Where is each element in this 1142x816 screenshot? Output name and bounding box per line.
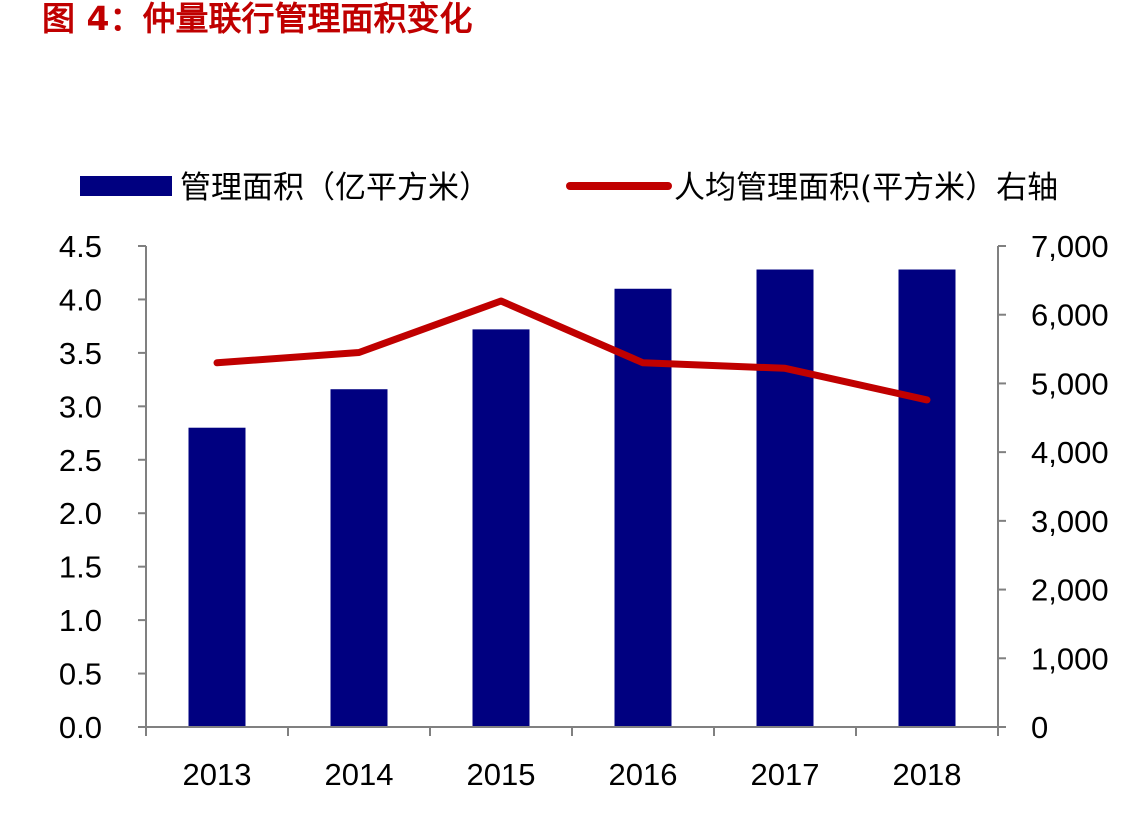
legend-label-line: 人均管理面积(平方米）右轴 xyxy=(674,170,1058,206)
y-right-tick-label: 2,000 xyxy=(1031,573,1109,608)
figure-title: 图 4：仲量联行管理面积变化 xyxy=(42,0,473,38)
x-tick-label-2017: 2017 xyxy=(751,757,820,792)
legend: 管理面积（亿平方米） 人均管理面积(平方米）右轴 xyxy=(80,170,1058,206)
y-right-tick-label: 4,000 xyxy=(1031,435,1109,470)
y-left-tick-label: 2.5 xyxy=(59,443,102,478)
y-left-tick-label: 0.5 xyxy=(59,657,102,692)
bar-2014 xyxy=(330,389,388,727)
x-tick-label-2014: 2014 xyxy=(325,757,394,792)
legend-label-bar: 管理面积（亿平方米） xyxy=(180,170,490,206)
y-right-tick-label: 3,000 xyxy=(1031,504,1109,539)
y-right-tick-label: 5,000 xyxy=(1031,366,1109,401)
line-series xyxy=(213,297,931,404)
y-left-tick-label: 4.0 xyxy=(59,282,102,317)
bar-2015 xyxy=(472,329,530,727)
bar-2018 xyxy=(898,269,956,727)
x-tick-label-2016: 2016 xyxy=(609,757,678,792)
x-tick-label-2013: 2013 xyxy=(183,757,252,792)
y-right-tick-label: 7,000 xyxy=(1031,229,1109,264)
line-series-path xyxy=(213,297,931,404)
y-right-tick-label: 6,000 xyxy=(1031,298,1109,333)
y-left-tick-label: 2.0 xyxy=(59,496,102,531)
bar-2017 xyxy=(756,269,814,727)
y-left-tick-label: 1.5 xyxy=(59,550,102,585)
bar-2013 xyxy=(188,427,246,727)
y-left-tick-label: 1.0 xyxy=(59,603,102,638)
x-tick-label-2018: 2018 xyxy=(893,757,962,792)
y-left-tick-label: 3.0 xyxy=(59,389,102,424)
x-tick-label-2015: 2015 xyxy=(467,757,536,792)
y-left-tick-label: 4.5 xyxy=(59,229,102,264)
bar-series xyxy=(188,269,956,727)
y-left-tick-label: 0.0 xyxy=(59,710,102,745)
legend-swatch-bar xyxy=(80,176,172,196)
axes: 0.0 0.5 1.0 1.5 2.0 2.5 3.0 3.5 4.0 4.5 0 1,000 2,00… xyxy=(59,229,1109,792)
y-right-tick-label: 0 xyxy=(1031,710,1048,745)
y-left-tick-label: 3.5 xyxy=(59,336,102,371)
y-right-tick-label: 1,000 xyxy=(1031,641,1109,676)
